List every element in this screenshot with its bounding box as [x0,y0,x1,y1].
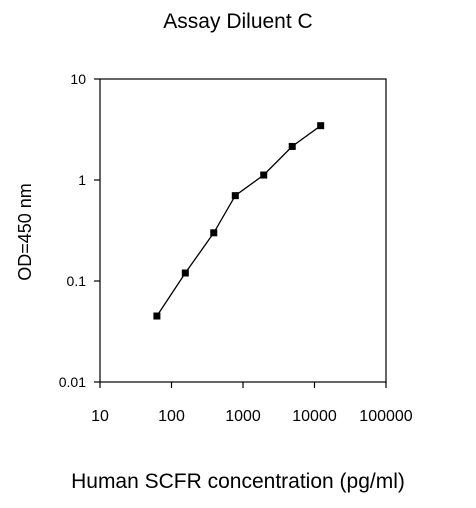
series-group [153,122,325,320]
y-tick-label: 10 [70,71,86,87]
series-line [156,125,322,317]
data-point [317,122,325,130]
y-tick-label: 1 [78,172,86,188]
x-tick-label: 100 [158,408,185,425]
data-point [260,171,268,179]
x-axis: 10 100 1000 10000 100000 [91,382,413,425]
data-point [210,229,218,237]
data-point [231,192,239,200]
plot-border [99,78,387,383]
y-tick-label: 0.01 [59,374,86,390]
x-tick-label: 100000 [359,408,412,425]
x-tick-label: 10000 [292,408,337,425]
y-axis: 0.01 0.1 1 10 [59,71,100,390]
x-tick-label: 1000 [225,408,261,425]
chart-title: Assay Diluent C [163,10,313,33]
x-tick-label: 10 [91,408,109,425]
data-point [181,269,189,277]
plot-frame [99,78,387,383]
data-point [153,312,161,320]
y-axis-label: OD=450 nm [15,183,35,281]
y-tick-label: 0.1 [67,273,87,289]
x-axis-label: Human SCFR concentration (pg/ml) [71,470,405,493]
data-point [288,142,296,150]
